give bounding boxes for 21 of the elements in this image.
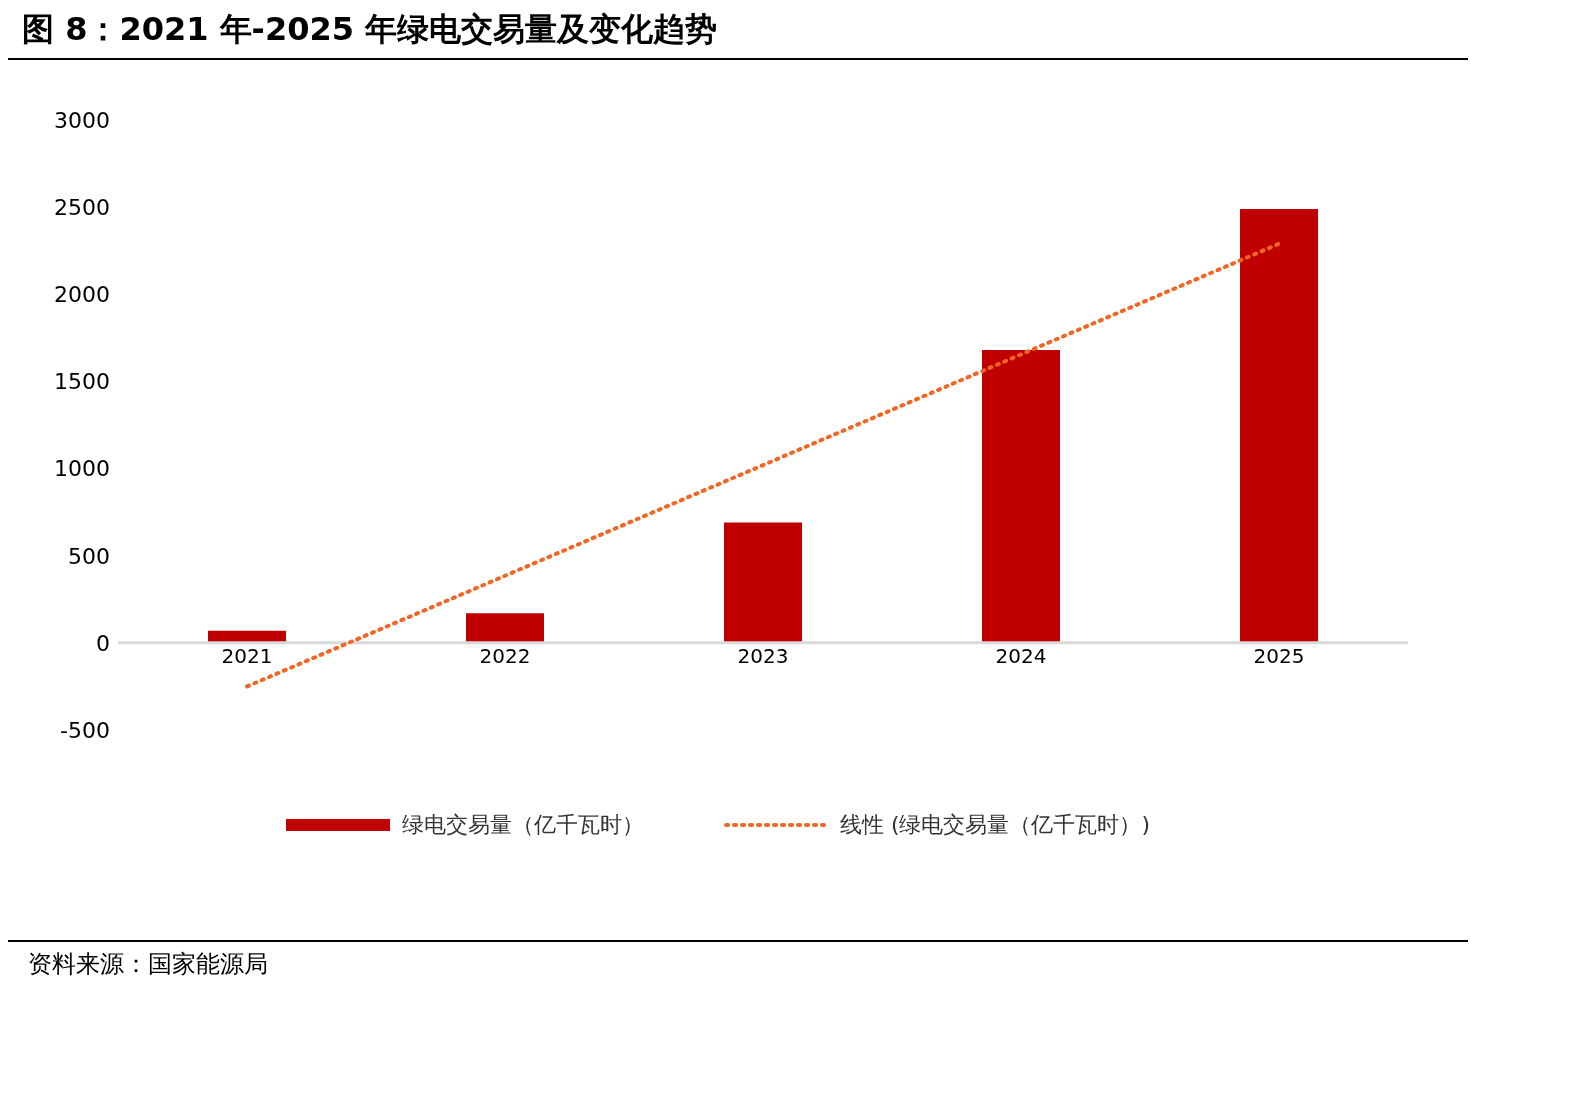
chart-title: 图 8：2021 年-2025 年绿电交易量及变化趋势 (8, 8, 1468, 60)
y-tick-label: 500 (68, 543, 110, 569)
y-tick-label: -500 (60, 717, 110, 743)
y-tick-label: 3000 (54, 107, 110, 133)
bar (982, 350, 1060, 643)
y-tick-label: 2000 (54, 282, 110, 308)
legend-label: 绿电交易量（亿千瓦时） (401, 811, 644, 839)
x-tick-label: 2025 (1253, 644, 1305, 669)
y-tick-label: 1500 (54, 369, 110, 395)
text: 资料来源：国家能源局 (28, 949, 269, 980)
bar (724, 522, 802, 643)
y-tick-label: 2500 (54, 194, 110, 220)
x-tick-label: 2023 (737, 644, 789, 669)
x-tick-label: 2024 (995, 644, 1047, 669)
legend-label: 线性 (绿电交易量（亿千瓦时）) (839, 811, 1151, 839)
x-tick-label: 2021 (221, 644, 273, 669)
bar (1240, 208, 1318, 643)
y-tick-label: 0 (96, 630, 110, 656)
bar (466, 613, 544, 643)
y-tick-label: 1000 (54, 456, 110, 482)
x-tick-label: 2022 (479, 644, 531, 669)
